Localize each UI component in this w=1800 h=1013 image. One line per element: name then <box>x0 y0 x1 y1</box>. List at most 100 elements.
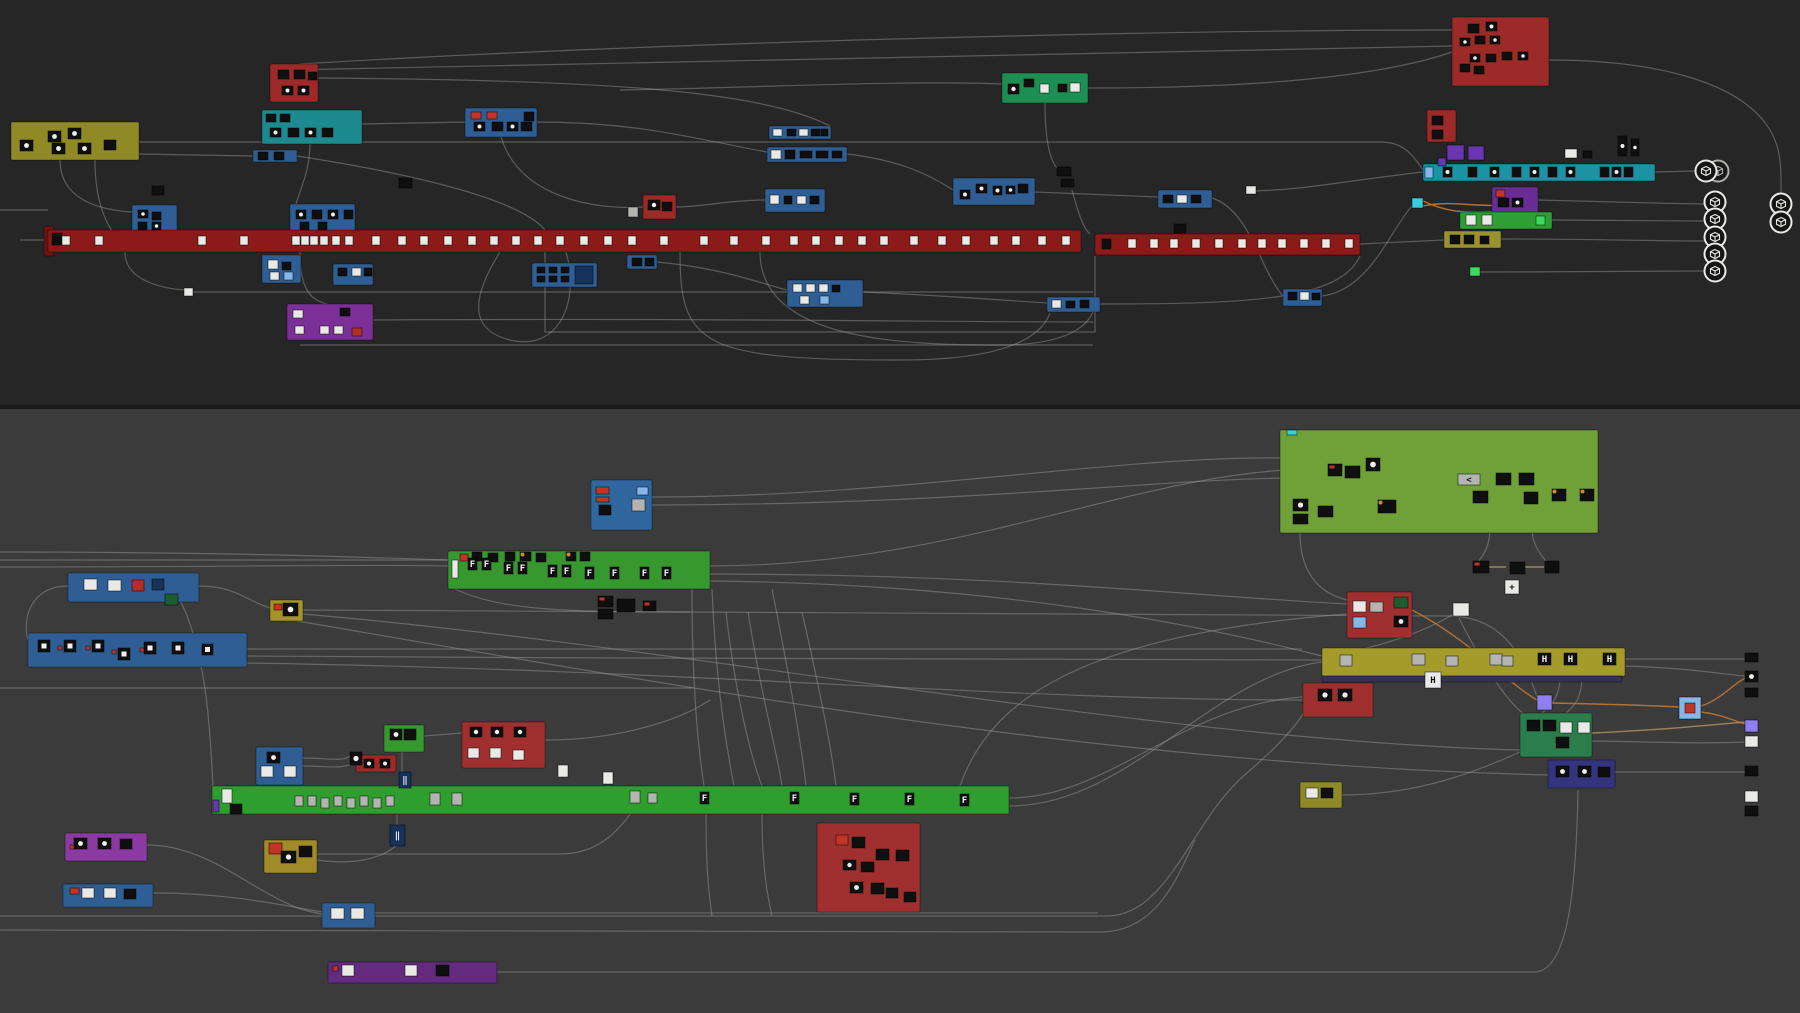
node[interactable] <box>1495 189 1506 198</box>
node[interactable] <box>770 149 782 160</box>
node[interactable] <box>520 121 533 132</box>
wire[interactable] <box>146 844 323 915</box>
node[interactable] <box>372 797 382 809</box>
node[interactable] <box>443 235 453 246</box>
node[interactable] <box>1411 653 1426 666</box>
wire[interactable] <box>1087 51 1453 89</box>
wire[interactable] <box>152 892 323 913</box>
node[interactable] <box>1299 291 1310 301</box>
wire[interactable] <box>1479 270 1705 273</box>
node[interactable] <box>451 792 463 806</box>
node[interactable] <box>1317 688 1333 702</box>
node[interactable] <box>959 189 971 200</box>
node[interactable] <box>1017 183 1029 194</box>
node[interactable] <box>1101 238 1112 250</box>
node[interactable] <box>636 486 649 496</box>
node[interactable] <box>597 595 614 608</box>
node[interactable] <box>1292 513 1309 525</box>
wire[interactable] <box>862 291 1048 304</box>
node[interactable] <box>536 275 546 283</box>
node[interactable] <box>975 183 988 194</box>
node[interactable] <box>123 888 137 900</box>
node[interactable] <box>512 749 525 761</box>
node[interactable] <box>1459 63 1471 73</box>
node[interactable] <box>239 235 249 246</box>
node[interactable] <box>504 551 516 562</box>
node[interactable] <box>389 728 403 741</box>
node[interactable] <box>579 235 589 246</box>
node[interactable] <box>1011 235 1021 246</box>
wire[interactable] <box>705 813 713 917</box>
node[interactable] <box>304 127 317 138</box>
node[interactable] <box>1176 194 1188 204</box>
node[interactable] <box>1449 234 1461 245</box>
node[interactable] <box>627 235 637 246</box>
wire[interactable] <box>709 573 1348 605</box>
node[interactable] <box>349 751 363 766</box>
node[interactable] <box>1190 194 1202 204</box>
node[interactable] <box>343 209 354 220</box>
node[interactable] <box>143 641 157 655</box>
node[interactable] <box>51 232 63 246</box>
node-group-b-greenbar[interactable] <box>211 785 1010 815</box>
node[interactable] <box>363 267 373 277</box>
node[interactable]: F <box>561 564 572 578</box>
node[interactable] <box>1411 197 1424 209</box>
node[interactable] <box>1467 145 1485 161</box>
wire[interactable] <box>302 755 351 760</box>
node[interactable] <box>321 127 334 138</box>
wire[interactable] <box>771 588 807 787</box>
node[interactable] <box>94 235 104 246</box>
node[interactable] <box>351 267 362 277</box>
cube-node-icon[interactable] <box>1694 159 1718 183</box>
node[interactable] <box>1344 465 1361 479</box>
node[interactable] <box>1463 234 1475 245</box>
wire[interactable] <box>1008 696 1304 799</box>
node[interactable] <box>473 121 486 132</box>
node[interactable] <box>1337 688 1353 702</box>
node[interactable] <box>1564 148 1578 159</box>
wire[interactable] <box>454 588 691 613</box>
node[interactable] <box>51 142 66 155</box>
node[interactable] <box>77 142 92 155</box>
node[interactable] <box>992 185 1003 196</box>
node[interactable]: F <box>849 792 860 806</box>
node[interactable] <box>489 235 499 246</box>
node[interactable] <box>307 71 318 81</box>
node[interactable] <box>317 221 328 231</box>
node[interactable] <box>1744 652 1759 663</box>
node[interactable] <box>875 848 890 861</box>
node[interactable] <box>83 578 98 591</box>
node[interactable] <box>467 235 477 246</box>
node[interactable] <box>1526 719 1541 732</box>
wire[interactable] <box>1451 615 1538 698</box>
node[interactable] <box>69 887 80 895</box>
node[interactable] <box>67 127 82 140</box>
wire[interactable] <box>302 613 1521 751</box>
node[interactable] <box>111 649 117 655</box>
node[interactable] <box>103 887 117 899</box>
wire[interactable] <box>1654 170 1696 173</box>
node[interactable] <box>870 882 885 895</box>
node[interactable] <box>332 965 339 972</box>
node[interactable]: F <box>789 791 800 805</box>
node[interactable] <box>291 235 301 246</box>
node[interactable] <box>885 887 899 899</box>
node[interactable] <box>989 235 999 246</box>
node[interactable] <box>961 235 971 246</box>
node[interactable] <box>1501 51 1513 61</box>
node[interactable] <box>57 645 63 651</box>
node[interactable] <box>1611 166 1622 178</box>
node[interactable] <box>1744 765 1759 777</box>
node[interactable]: H <box>1537 652 1552 666</box>
node[interactable] <box>799 295 810 305</box>
node[interactable] <box>513 726 527 738</box>
node[interactable] <box>277 69 290 80</box>
node[interactable] <box>1320 787 1334 799</box>
node[interactable]: F <box>609 566 620 580</box>
node[interactable] <box>91 639 105 653</box>
node[interactable] <box>487 552 499 563</box>
node[interactable] <box>574 265 594 285</box>
node[interactable] <box>294 325 305 335</box>
node[interactable]: F <box>904 792 915 806</box>
